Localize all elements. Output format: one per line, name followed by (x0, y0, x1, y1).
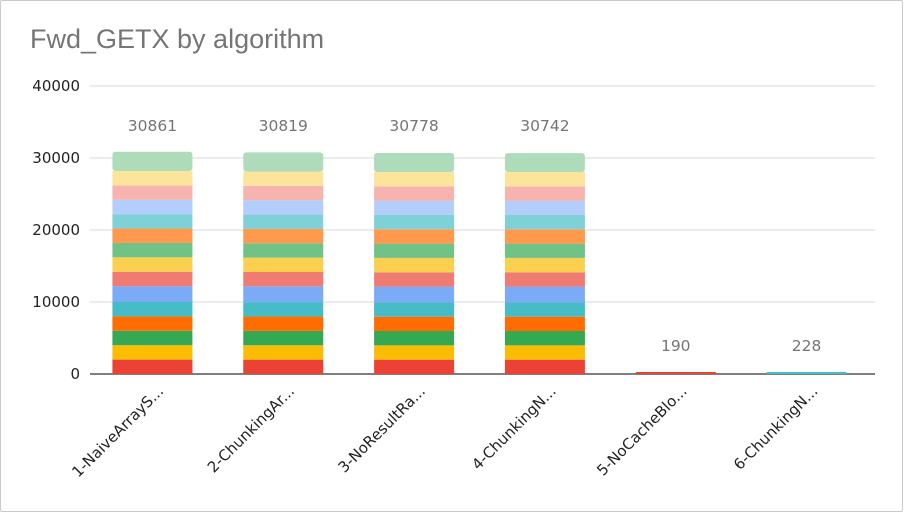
bar-segment[interactable] (374, 171, 455, 187)
y-tick-label: 0 (70, 365, 80, 383)
bar-segment[interactable] (112, 151, 193, 171)
bar-segment[interactable] (112, 286, 193, 302)
total-label: 30861 (128, 117, 177, 135)
bars (112, 151, 847, 374)
bar-segment[interactable] (243, 185, 324, 201)
bar-segment[interactable] (112, 316, 193, 331)
y-tick-label: 10000 (32, 293, 80, 311)
bar-segment[interactable] (635, 372, 716, 374)
gridlines (90, 85, 875, 375)
bar-segment[interactable] (504, 229, 585, 244)
bar-segment[interactable] (243, 272, 324, 287)
bar-segment[interactable] (374, 229, 455, 244)
bar-segment[interactable] (504, 316, 585, 332)
bar-segment[interactable] (504, 243, 585, 258)
bar-segment[interactable] (243, 228, 324, 244)
bar-segment[interactable] (243, 200, 324, 215)
bar-segment[interactable] (243, 243, 324, 258)
bar-segment[interactable] (504, 214, 585, 230)
bar-segment[interactable] (504, 200, 585, 215)
bar-segment[interactable] (504, 257, 585, 273)
bar-segment[interactable] (243, 286, 324, 303)
bar-segment[interactable] (504, 272, 585, 287)
x-category-label: 6-ChunkingN... (730, 382, 821, 473)
y-axis-ticks: 0 10000 20000 30000 40000 (32, 77, 80, 383)
bar-segment[interactable] (374, 186, 455, 201)
bar-segment[interactable] (374, 359, 455, 374)
bar-segment[interactable] (243, 214, 324, 229)
bar-segment[interactable] (243, 330, 324, 346)
bar-segment[interactable] (374, 302, 455, 317)
y-tick-label: 40000 (32, 77, 80, 95)
total-label: 228 (792, 337, 822, 355)
bar-segment[interactable] (504, 345, 585, 360)
total-label: 30778 (389, 117, 438, 135)
bar-segment[interactable] (243, 359, 324, 374)
bar-segment[interactable] (374, 257, 455, 273)
bar-segment[interactable] (243, 345, 324, 360)
bar-segment[interactable] (112, 199, 193, 215)
x-category-label: 4-ChunkingN... (468, 382, 559, 473)
bar-segment[interactable] (243, 171, 324, 186)
bar-segment[interactable] (112, 214, 193, 229)
bar-segment[interactable] (504, 153, 585, 172)
bar-segment[interactable] (374, 153, 455, 172)
bar-segment[interactable] (374, 243, 455, 258)
bar-segment[interactable] (112, 271, 193, 287)
bar-segment[interactable] (374, 316, 455, 332)
bar-segment[interactable] (112, 345, 193, 360)
total-labels: 30861 30819 30778 30742 190 228 (128, 117, 822, 355)
bar-segment[interactable] (112, 302, 193, 317)
bar-segment[interactable] (243, 257, 324, 273)
bar-segment[interactable] (374, 331, 455, 346)
bar-segment[interactable] (112, 257, 193, 272)
x-category-label: 2-ChunkingAr... (204, 382, 298, 476)
bar-segment[interactable] (766, 372, 847, 374)
bar-segment[interactable] (243, 302, 324, 317)
total-label: 190 (661, 337, 691, 355)
bar-segment[interactable] (374, 286, 455, 303)
bar-segment[interactable] (112, 170, 193, 186)
bar-segment[interactable] (374, 345, 455, 360)
bar-segment[interactable] (112, 330, 193, 346)
bar-segment[interactable] (374, 200, 455, 215)
bar-segment[interactable] (112, 185, 193, 200)
total-label: 30819 (259, 117, 308, 135)
x-category-label: 1-NaiveArrayS... (68, 382, 167, 481)
x-category-label: 3-NoResultRa... (335, 382, 429, 476)
y-tick-label: 20000 (32, 221, 80, 239)
x-category-label: 5-NoCacheBlo... (593, 382, 690, 479)
bar-segment[interactable] (504, 302, 585, 317)
bar-segment[interactable] (112, 228, 193, 243)
bar-segment[interactable] (243, 316, 324, 331)
bar-segment[interactable] (374, 214, 455, 230)
y-tick-label: 30000 (32, 149, 80, 167)
bar-segment[interactable] (504, 331, 585, 346)
bar-segment[interactable] (504, 359, 585, 374)
x-axis-labels: 1-NaiveArrayS... 2-ChunkingAr... 3-NoResul… (68, 382, 821, 481)
bar-segment[interactable] (112, 359, 193, 374)
total-label: 30742 (520, 117, 569, 135)
bar-segment[interactable] (504, 286, 585, 303)
bar-segment[interactable] (504, 186, 585, 201)
bar-segment[interactable] (243, 152, 324, 172)
bar-segment[interactable] (374, 272, 455, 287)
chart-title: Fwd_GETX by algorithm (30, 24, 325, 54)
bar-segment[interactable] (112, 242, 193, 258)
bar-segment[interactable] (504, 171, 585, 187)
